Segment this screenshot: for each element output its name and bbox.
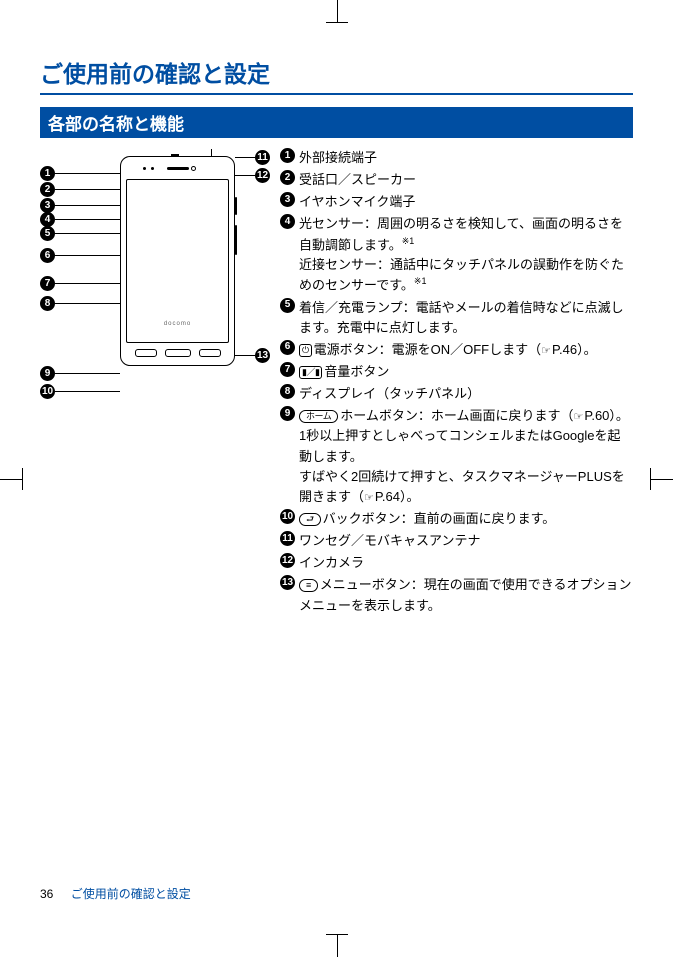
item-text: ⮐バックボタン：直前の画面に戻ります。 — [299, 509, 633, 529]
callout-12: 12 — [235, 168, 270, 183]
item-number-6: 6 — [280, 340, 295, 355]
desc-item-13: 13 ≡メニューボタン：現在の画面で使用できるオプションメニューを表示します。 — [280, 575, 633, 615]
callout-number-icon: 7 — [40, 276, 55, 291]
item-number-10: 10 — [280, 509, 295, 524]
desc-item-8: 8 ディスプレイ（タッチパネル） — [280, 384, 633, 404]
item-text: ディスプレイ（タッチパネル） — [299, 384, 633, 404]
item-text: 着信／充電ランプ：電話やメールの着信時などに点滅します。充電中に点灯します。 — [299, 298, 633, 338]
inline-key-icon: ⏻ — [299, 344, 312, 357]
item-number-13: 13 — [280, 575, 295, 590]
callout-number-icon: 3 — [40, 198, 55, 213]
desc-item-11: 11 ワンセグ／モバキャスアンテナ — [280, 531, 633, 551]
callout-number-icon: 2 — [40, 182, 55, 197]
item-text: 外部接続端子 — [299, 148, 633, 168]
item-text: 近接センサー：通話中にタッチパネルの誤動作を防ぐためのセンサーです。※1 — [299, 255, 633, 296]
item-text: ▮／▮音量ボタン — [299, 362, 633, 382]
item-text: ワンセグ／モバキャスアンテナ — [299, 531, 633, 551]
desc-item-3: 3 イヤホンマイク端子 — [280, 192, 633, 212]
item-text: すばやく2回続けて押すと、タスクマネージャーPLUSを開きます（P.64）。 — [299, 467, 633, 507]
item-number-9: 9 — [280, 406, 295, 421]
callout-2: 2 — [40, 182, 120, 197]
item-number-2: 2 — [280, 170, 295, 185]
desc-item-2: 2 受話口／スピーカー — [280, 170, 633, 190]
item-text: ⏻電源ボタン：電源をON／OFFします（P.46）。 — [299, 340, 633, 360]
item-text: ≡メニューボタン：現在の画面で使用できるオプションメニューを表示します。 — [299, 575, 633, 615]
item-number-3: 3 — [280, 192, 295, 207]
item-number-7: 7 — [280, 362, 295, 377]
inline-key-icon: ▮／▮ — [299, 366, 322, 379]
callout-10: 10 — [40, 384, 120, 399]
item-text: 受話口／スピーカー — [299, 170, 633, 190]
desc-item-9: 9 ホームホームボタン：ホーム画面に戻ります（P.60）。1秒以上押すとしゃべって… — [280, 406, 633, 507]
desc-item-1: 1 外部接続端子 — [280, 148, 633, 168]
callout-3: 3 — [40, 198, 120, 213]
page-footer: 36 ご使用前の確認と設定 — [40, 885, 191, 902]
item-number-11: 11 — [280, 531, 295, 546]
callout-number-icon: 9 — [40, 366, 55, 381]
device-diagram: docomo 12345678910111213 — [40, 148, 270, 448]
page-title: ご使用前の確認と設定 — [40, 55, 633, 95]
desc-item-7: 7 ▮／▮音量ボタン — [280, 362, 633, 382]
callout-number-icon: 10 — [40, 384, 55, 399]
callout-13: 13 — [235, 348, 270, 363]
page-ref: P.46 — [541, 342, 577, 357]
callout-9: 9 — [40, 366, 120, 381]
desc-item-6: 6 ⏻電源ボタン：電源をON／OFFします（P.46）。 — [280, 340, 633, 360]
item-number-5: 5 — [280, 298, 295, 313]
item-text: ホームホームボタン：ホーム画面に戻ります（P.60）。 — [299, 406, 633, 426]
page-ref: P.60 — [573, 408, 609, 423]
callout-4: 4 — [40, 212, 120, 227]
footer-section: ご使用前の確認と設定 — [71, 887, 191, 901]
phone-outline: docomo — [120, 156, 235, 366]
inline-key-icon: ⮐ — [299, 513, 321, 526]
item-number-1: 1 — [280, 148, 295, 163]
callout-1: 1 — [40, 166, 120, 181]
item-text: 光センサー：周囲の明るさを検知して、画面の明るさを自動調節します。※1 — [299, 214, 633, 255]
desc-item-5: 5 着信／充電ランプ：電話やメールの着信時などに点滅します。充電中に点灯します。 — [280, 298, 633, 338]
callout-6: 6 — [40, 248, 120, 263]
desc-item-12: 12 インカメラ — [280, 553, 633, 573]
desc-item-10: 10 ⮐バックボタン：直前の画面に戻ります。 — [280, 509, 633, 529]
callout-number-icon: 8 — [40, 296, 55, 311]
desc-item-4: 4 光センサー：周囲の明るさを検知して、画面の明るさを自動調節します。※1近接セン… — [280, 214, 633, 295]
item-text: インカメラ — [299, 553, 633, 573]
callout-number-icon: 1 — [40, 166, 55, 181]
page-number: 36 — [40, 887, 53, 901]
item-number-4: 4 — [280, 214, 295, 229]
item-text: イヤホンマイク端子 — [299, 192, 633, 212]
callout-number-icon: 6 — [40, 248, 55, 263]
callout-number-icon: 5 — [40, 226, 55, 241]
inline-key-icon: ホーム — [299, 410, 338, 423]
callout-5: 5 — [40, 226, 120, 241]
section-heading: 各部の名称と機能 — [40, 107, 633, 138]
callout-11: 11 — [235, 150, 270, 165]
callout-number-icon: 13 — [255, 348, 270, 363]
description-list: 1 外部接続端子 2 受話口／スピーカー 3 イヤホンマイク端子 4 光センサー：周囲の明るさ… — [280, 148, 633, 618]
item-number-12: 12 — [280, 553, 295, 568]
callout-8: 8 — [40, 296, 120, 311]
callout-7: 7 — [40, 276, 120, 291]
item-number-8: 8 — [280, 384, 295, 399]
page-ref: P.64 — [364, 489, 400, 504]
callout-number-icon: 11 — [255, 150, 270, 165]
item-text: 1秒以上押すとしゃべってコンシェルまたはGoogleを起動します。 — [299, 426, 633, 466]
inline-key-icon: ≡ — [299, 579, 318, 592]
callout-number-icon: 12 — [255, 168, 270, 183]
callout-number-icon: 4 — [40, 212, 55, 227]
